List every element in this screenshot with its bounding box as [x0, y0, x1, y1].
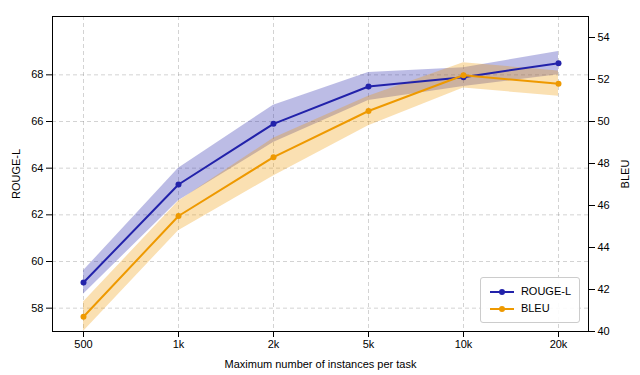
svg-text:62: 62 — [31, 208, 43, 220]
svg-text:50: 50 — [598, 115, 610, 127]
svg-text:5k: 5k — [363, 338, 375, 350]
svg-text:20k: 20k — [550, 338, 568, 350]
svg-text:Maximum number of instances pe: Maximum number of instances per task — [225, 358, 417, 370]
html-text:ROUGE-L: ROUGE-L — [520, 285, 571, 297]
svg-text:500: 500 — [74, 338, 92, 350]
svg-text:46: 46 — [598, 199, 610, 211]
svg-text:1k: 1k — [173, 338, 185, 350]
svg-text:44: 44 — [598, 241, 610, 253]
svg-text:54: 54 — [598, 31, 610, 43]
html-text:BLEU: BLEU — [520, 302, 550, 314]
svg-text:ROUGE-L: ROUGE-L — [10, 149, 22, 199]
svg-text:52: 52 — [598, 73, 610, 85]
svg-text:66: 66 — [31, 115, 43, 127]
svg-text:60: 60 — [31, 255, 43, 267]
svg-text:68: 68 — [31, 68, 43, 80]
svg-text:64: 64 — [31, 162, 43, 174]
svg-text:10k: 10k — [455, 338, 473, 350]
svg-text:42: 42 — [598, 283, 610, 295]
svg-text:BLEU: BLEU — [619, 160, 631, 189]
svg-text:58: 58 — [31, 302, 43, 314]
svg-text:2k: 2k — [268, 338, 280, 350]
svg-text:48: 48 — [598, 157, 610, 169]
svg-text:40: 40 — [598, 325, 610, 337]
